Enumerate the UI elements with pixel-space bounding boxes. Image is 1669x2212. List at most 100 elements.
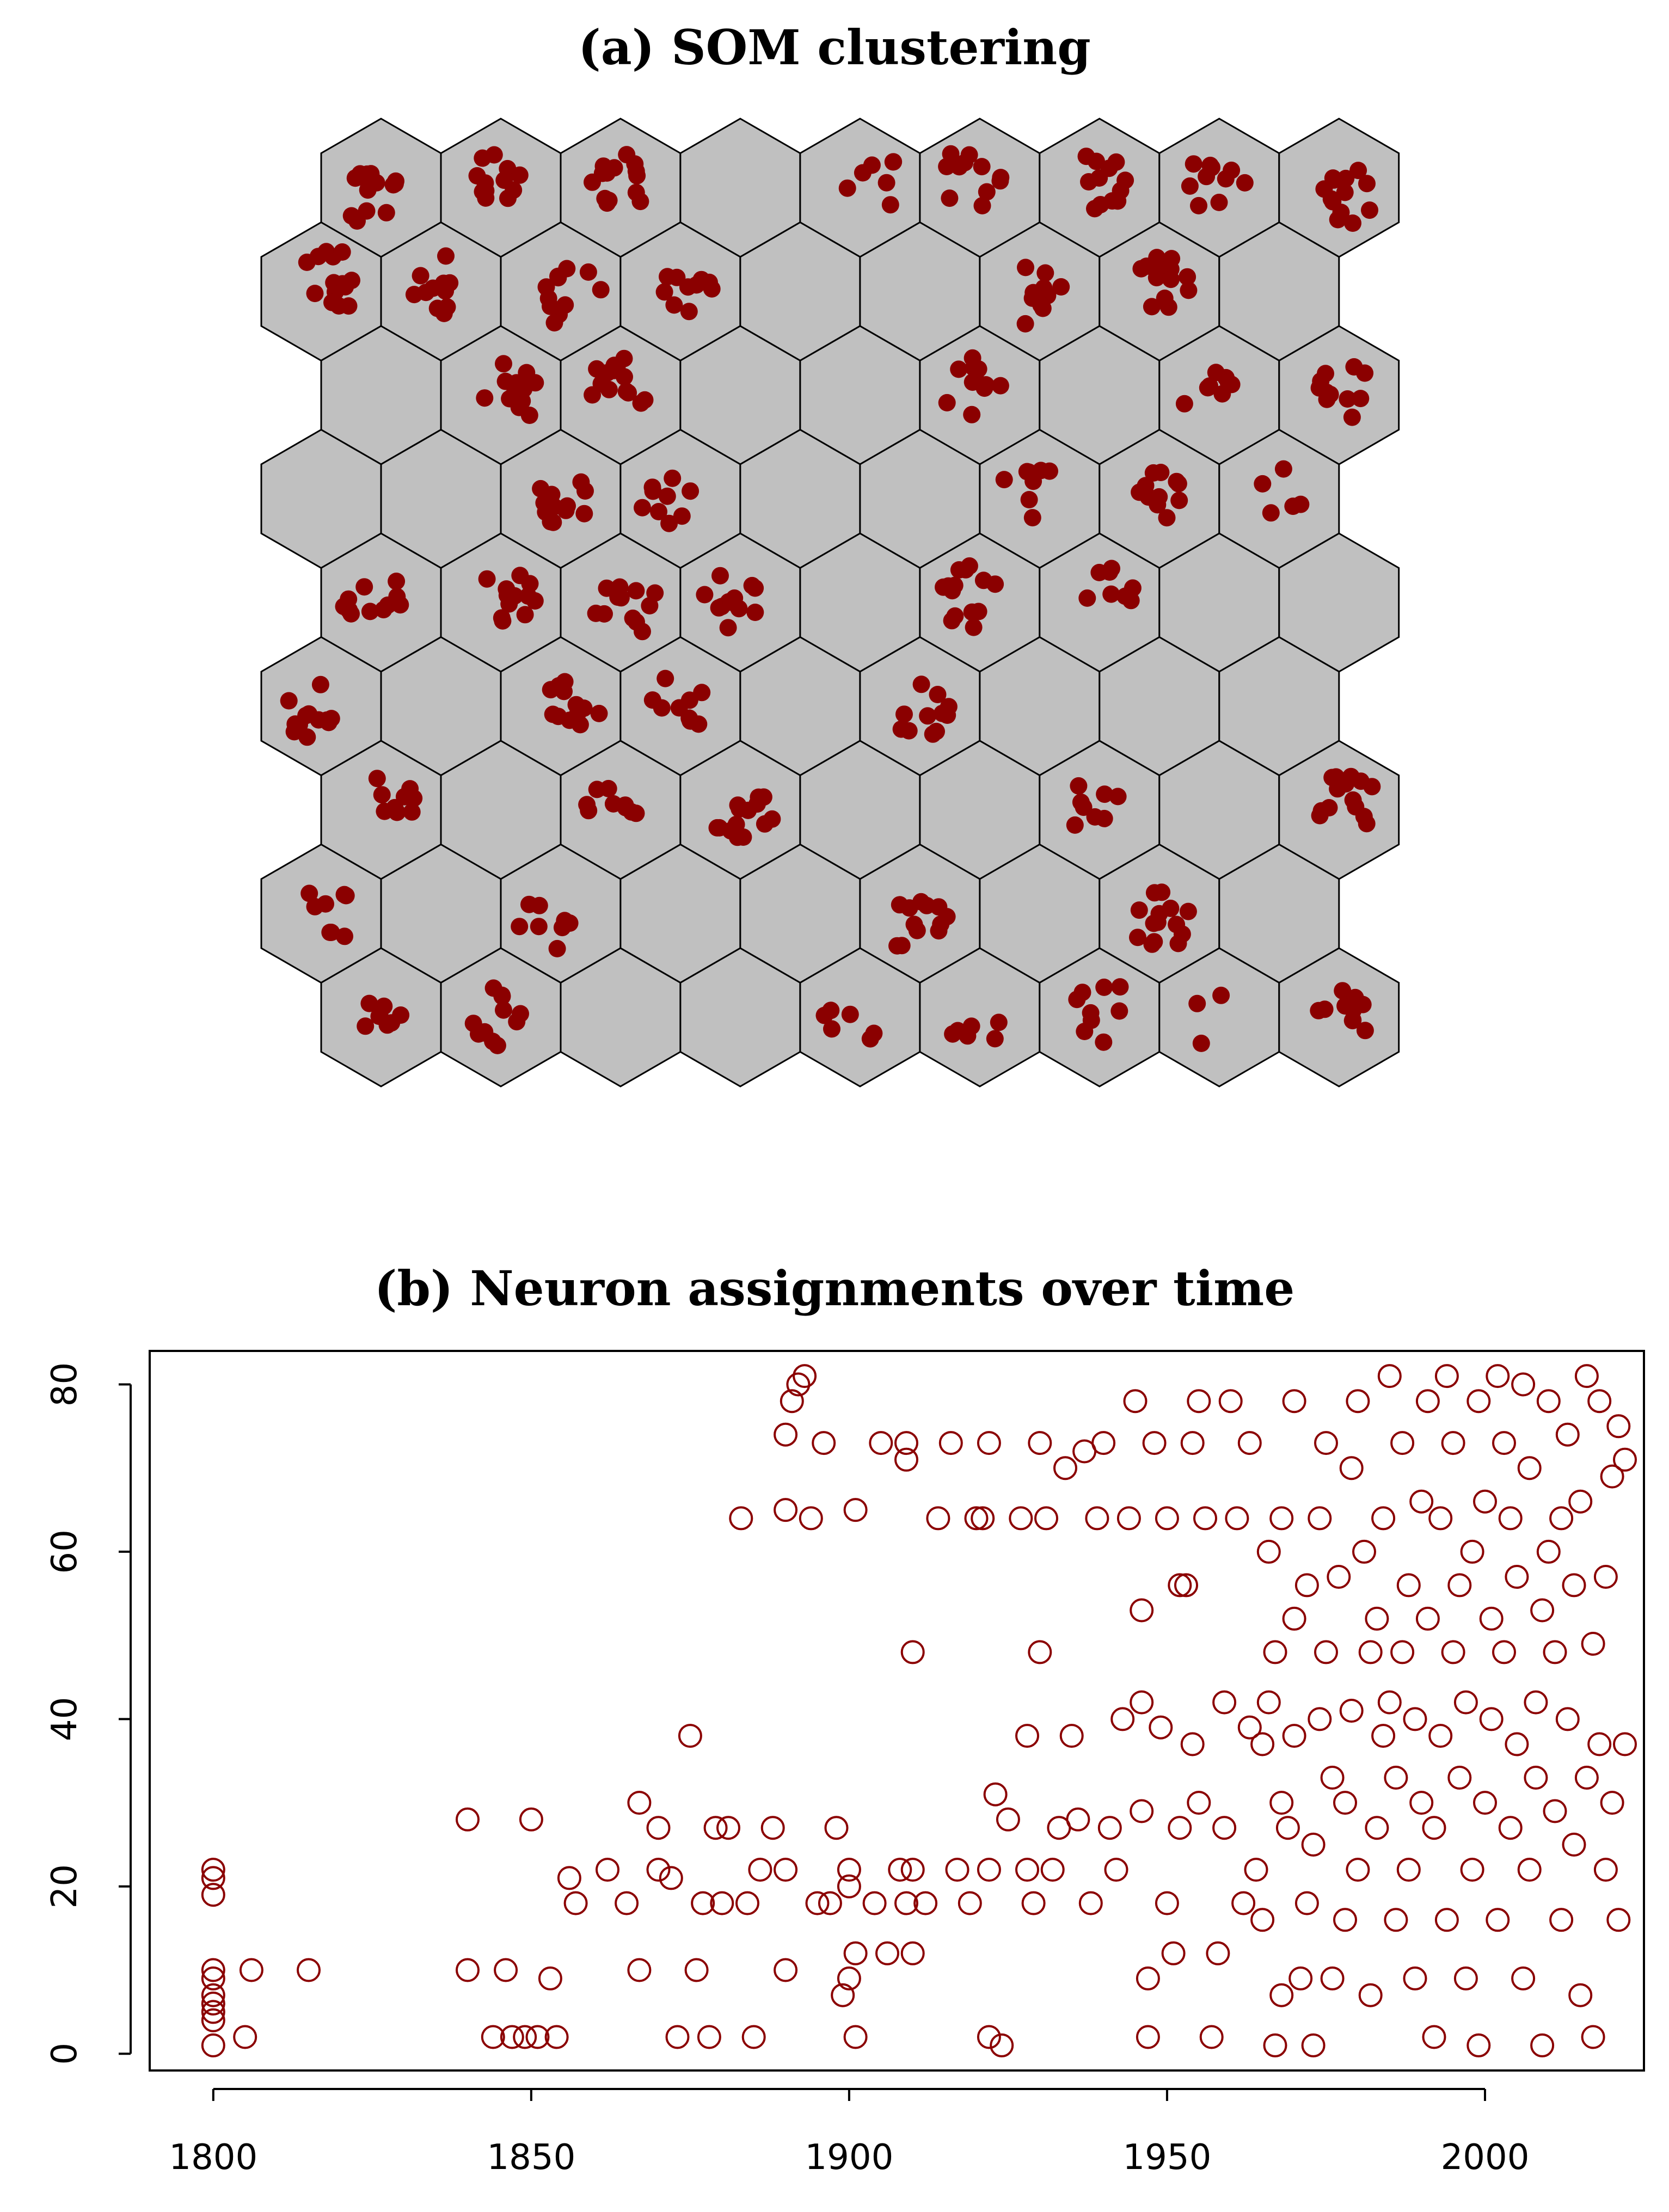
data-point xyxy=(1358,1640,1383,1664)
data-point xyxy=(1492,1431,1516,1455)
data-point xyxy=(805,1891,830,1915)
som-point xyxy=(1145,914,1163,932)
som-cell xyxy=(440,325,562,465)
som-point xyxy=(342,207,360,225)
som-point xyxy=(1110,1002,1128,1020)
data-point xyxy=(1549,1908,1574,1932)
data-point xyxy=(1377,1364,1402,1388)
som-point xyxy=(309,248,327,266)
som-point xyxy=(1163,250,1181,268)
som-point xyxy=(1349,162,1367,180)
data-point xyxy=(977,2025,1001,2049)
som-cell xyxy=(560,532,682,673)
som-point xyxy=(357,1017,375,1035)
som-point xyxy=(938,908,956,926)
som-point xyxy=(391,596,409,614)
som-point xyxy=(321,924,339,941)
som-cell xyxy=(979,428,1101,569)
som-point xyxy=(1102,585,1120,603)
som-point xyxy=(643,478,661,496)
data-point xyxy=(1225,1506,1249,1531)
som-point xyxy=(627,183,645,201)
data-point xyxy=(1244,1858,1268,1882)
som-point xyxy=(878,174,895,192)
som-point xyxy=(1082,1004,1100,1022)
data-point xyxy=(1294,1573,1319,1597)
data-point xyxy=(1479,1606,1504,1631)
som-point xyxy=(1145,933,1163,951)
som-point xyxy=(1311,807,1329,825)
som-cell xyxy=(560,740,682,880)
data-point xyxy=(201,1983,225,2007)
data-point xyxy=(1269,1791,1294,1815)
data-point xyxy=(1371,1506,1396,1531)
som-point xyxy=(623,803,641,821)
data-point xyxy=(971,1506,995,1531)
som-point xyxy=(519,587,537,605)
som-point xyxy=(1149,256,1167,274)
data-point xyxy=(774,1498,798,1522)
som-point xyxy=(548,939,566,957)
som-point xyxy=(900,722,918,740)
som-point xyxy=(556,296,574,314)
som-cell xyxy=(1099,221,1220,362)
som-point xyxy=(542,297,559,315)
som-point xyxy=(634,499,651,517)
data-point xyxy=(1015,1724,1039,1748)
som-point xyxy=(1103,192,1121,210)
y-tick-label: 20 xyxy=(45,1864,85,1908)
data-point xyxy=(837,1858,861,1882)
som-point xyxy=(516,606,534,624)
data-point xyxy=(201,2008,225,2032)
som-point xyxy=(553,919,571,937)
som-point xyxy=(919,707,937,725)
som-point xyxy=(1356,1022,1374,1040)
data-point xyxy=(926,1506,950,1531)
data-point xyxy=(1460,1539,1484,1564)
som-point xyxy=(1152,464,1170,481)
som-point xyxy=(1020,491,1038,508)
som-point xyxy=(559,497,576,515)
som-point xyxy=(322,710,340,728)
som-point xyxy=(823,1020,840,1038)
data-point xyxy=(1034,1506,1058,1531)
som-cell xyxy=(260,636,382,777)
som-point xyxy=(1024,284,1042,302)
data-point xyxy=(1593,1565,1618,1589)
scatter-plot: 0 20 40 60 80 1800 1850 1900 1950 2000 xyxy=(45,1350,1645,2178)
data-point xyxy=(1161,1941,1186,1965)
data-point xyxy=(996,1807,1020,1832)
som-point xyxy=(956,153,974,171)
data-point xyxy=(1390,1431,1415,1455)
som-point xyxy=(822,1001,840,1019)
som-point xyxy=(1052,278,1070,296)
som-point xyxy=(317,895,334,913)
data-point xyxy=(1212,1690,1237,1715)
som-point xyxy=(895,705,913,723)
som-point xyxy=(355,578,373,596)
som-point xyxy=(498,580,516,598)
som-point xyxy=(530,896,548,914)
data-point xyxy=(1308,1707,1332,1731)
som-point xyxy=(965,618,983,636)
som-point xyxy=(1070,777,1088,795)
data-point xyxy=(544,2025,569,2049)
som-point xyxy=(493,609,511,627)
som-point xyxy=(1201,377,1219,395)
som-point xyxy=(1111,978,1129,996)
data-point xyxy=(977,1431,1001,1455)
data-point xyxy=(735,1891,759,1915)
data-point xyxy=(812,1431,836,1455)
som-cell xyxy=(1039,947,1161,1087)
som-point xyxy=(1321,385,1339,403)
som-point xyxy=(1129,929,1146,947)
data-point xyxy=(1403,1707,1427,1731)
som-point xyxy=(476,174,494,192)
som-point xyxy=(938,158,956,175)
som-point xyxy=(1156,290,1174,307)
data-point xyxy=(233,2025,257,2049)
data-point xyxy=(1587,1389,1612,1414)
som-point xyxy=(1145,884,1163,902)
som-cell xyxy=(320,118,442,258)
som-cell xyxy=(440,118,562,258)
